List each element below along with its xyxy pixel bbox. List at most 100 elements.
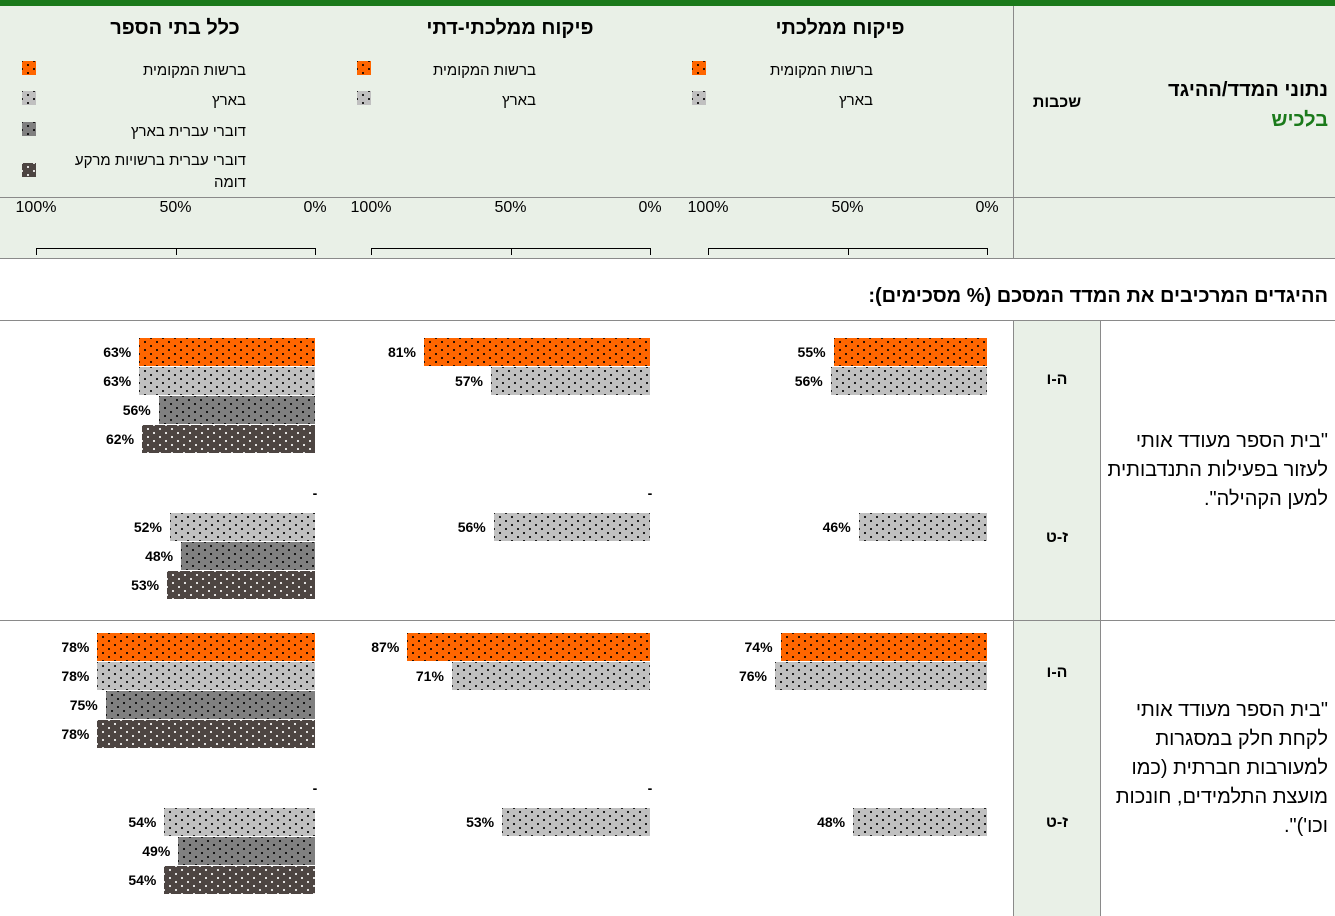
tick-label: 100% [687,199,729,216]
tick-label: 100% [350,199,392,216]
statement: "בית הספר מעודד אותי לעזור בפעילות התנדב… [1104,320,1328,620]
legend-label: ברשות המקומית [769,62,873,79]
value-label: 74% [744,639,773,655]
legend-swatch [692,61,706,75]
tick-label: 0% [975,199,999,216]
tick-mark [315,248,316,255]
value-label: 62% [106,431,135,447]
value-label: 78% [61,668,90,684]
bar [139,367,315,395]
grade-label: ה-ו [1046,371,1068,388]
rule [1013,320,1014,916]
tick-mark [987,248,988,255]
rule [1013,6,1014,258]
bar [97,662,315,690]
bar [105,691,315,719]
tick-label: 50% [831,199,864,216]
value-label: 71% [415,668,444,684]
bar [139,338,315,366]
bar [774,662,987,690]
value-label: 52% [133,519,162,535]
value-label: 87% [371,639,400,655]
top-bar [0,0,1335,6]
grade-label: ז-ט [1045,814,1069,831]
grade-label: ה-ו [1046,664,1068,681]
tick-label: 50% [494,199,527,216]
value-label: 75% [69,697,98,713]
tick-label: 0% [638,199,662,216]
value-label: 81% [387,344,417,360]
tick-mark [175,248,177,255]
legend-label: בארץ [502,92,536,109]
bar [407,633,650,661]
value-label: 56% [794,373,823,389]
value-label: 54% [128,872,157,888]
legend-swatch [357,61,371,75]
panel-title: פיקוח ממלכתי-דתי [426,17,594,39]
bar [833,338,987,366]
bar [490,367,650,395]
value-label: 49% [142,843,171,859]
rule [1100,320,1101,916]
statement-text: "בית הספר מעודד אותי לעזור בפעילות התנדב… [1107,429,1328,510]
bar [451,662,650,690]
missing-mark: - [647,485,653,501]
tick-label: 50% [159,199,192,216]
bar [164,808,315,836]
bar [493,513,650,541]
legend-label: בארץ [212,92,246,109]
bar [167,571,315,599]
value-label: 46% [822,519,851,535]
grades-header: שכבות [1032,94,1082,111]
bar [169,513,315,541]
value-label: 48% [817,814,846,830]
legend-label: ברשות המקומית [142,62,246,79]
header-title: נתוני המדד/ההיגד [1168,79,1328,101]
legend-label: דוברי עברית ברשויות מרקע דומה [74,152,246,191]
value-label: 54% [128,814,157,830]
rule [0,197,1335,198]
statement-text: "בית הספר מעודד אותי לקחת חלק במסגרות למ… [1115,698,1328,837]
legend-swatch [692,91,706,105]
bar [97,633,315,661]
rule [0,258,1335,259]
bar [142,425,315,453]
panel-title: פיקוח ממלכתי [775,17,905,39]
tick-label: 100% [15,199,57,216]
missing-mark: - [647,780,653,796]
legend-swatch [357,91,371,105]
bar [158,396,315,424]
grade-label: ז-ט [1045,529,1069,546]
rule [0,320,1335,321]
legend-swatch [22,163,36,177]
header-bg [0,6,1335,258]
legend-label: בארץ [839,92,873,109]
value-label: 63% [103,373,132,389]
bar [830,367,987,395]
value-label: 56% [122,402,151,418]
legend-label: דוברי עברית בארץ [130,123,246,140]
bar [178,837,315,865]
bar [853,808,987,836]
legend-label: ברשות המקומית [432,62,536,79]
bar [858,513,987,541]
panel-title: כלל בתי הספר [110,17,240,39]
value-label: 63% [103,344,132,360]
value-label: 55% [797,344,826,360]
header-subtitle: בלכיש [1271,109,1328,131]
value-label: 57% [454,373,483,389]
bar [164,866,315,894]
value-label: 53% [131,577,160,593]
bar [780,633,987,661]
bar [502,808,650,836]
legend-swatch [22,61,36,75]
tick-mark [371,248,372,255]
value-label: 56% [457,519,486,535]
section-title: ההיגדים המרכיבים את המדד המסכם (% מסכימי… [868,285,1328,307]
tick-label: 0% [303,199,327,216]
value-label: 48% [145,548,174,564]
legend-swatch [22,122,36,136]
statement: "בית הספר מעודד אותי לקחת חלק במסגרות למ… [1104,620,1328,916]
missing-mark: - [312,780,318,796]
